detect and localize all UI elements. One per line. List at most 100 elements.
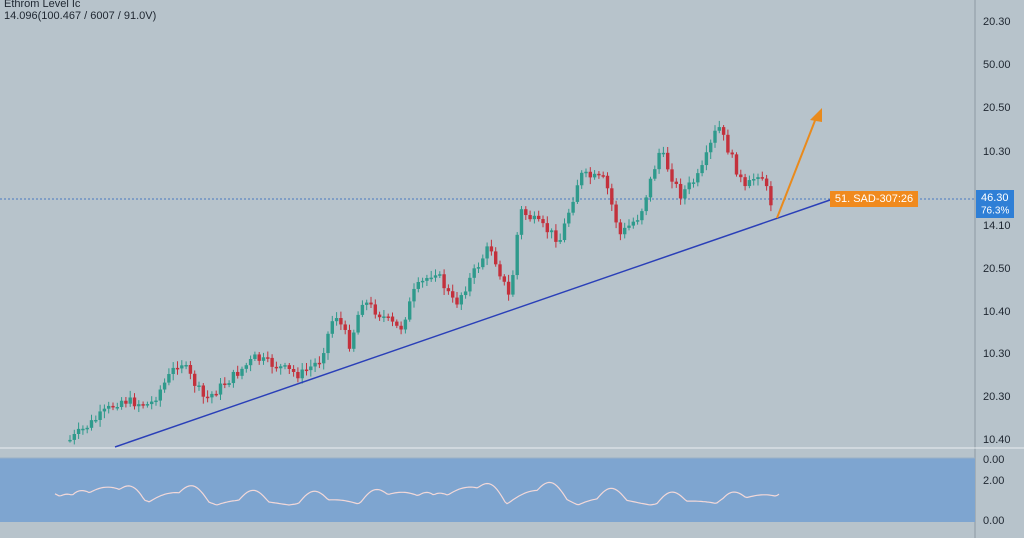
candle-body	[545, 223, 549, 233]
candle-body	[653, 169, 657, 179]
candle-body	[300, 369, 304, 379]
price-axis-label: 20.30	[983, 391, 1011, 403]
oscillator-axis-label: 0.00	[983, 515, 1004, 527]
chart-title: Ethrom Level Ic	[4, 0, 81, 10]
candle-body	[420, 280, 425, 283]
candle-body	[313, 362, 317, 367]
price-axis-label: 20.30	[983, 16, 1011, 28]
candle-body	[494, 251, 498, 265]
candle-body	[670, 169, 674, 182]
candle-body	[141, 404, 145, 406]
candle-body	[627, 225, 631, 228]
candle-body	[210, 393, 214, 398]
candle-body	[623, 227, 627, 235]
candle-body	[446, 288, 451, 292]
candle-body	[601, 175, 605, 177]
candle-body	[532, 215, 537, 220]
candle-body	[377, 314, 382, 318]
candle-body	[584, 171, 588, 174]
candle-body	[661, 152, 666, 155]
candle-body	[115, 407, 119, 409]
candle-body	[369, 302, 373, 305]
candle-body	[468, 277, 472, 292]
candle-body	[567, 212, 571, 224]
candle-body	[704, 152, 709, 166]
candle-body	[459, 295, 463, 305]
candle-body	[571, 201, 575, 213]
candle-body	[713, 130, 717, 143]
candle-body	[472, 268, 476, 278]
candle-body	[244, 365, 248, 369]
chart-subtitle: 14.096(100.467 / 6007 / 91.0V)	[4, 10, 156, 22]
candle-body	[752, 179, 756, 181]
candle-body	[485, 246, 489, 259]
candle-body	[588, 171, 592, 178]
candle-body	[171, 367, 175, 375]
candle-body	[326, 333, 330, 354]
candle-body	[700, 165, 704, 174]
candle-body	[425, 278, 429, 281]
candle-body	[648, 178, 653, 198]
candle-body	[339, 318, 343, 325]
candle-body	[184, 365, 188, 367]
candle-body	[128, 397, 132, 404]
price-axis-label: 14.10	[983, 220, 1011, 232]
candle-body	[291, 368, 296, 372]
candle-body	[476, 267, 481, 269]
candle-body	[674, 181, 678, 184]
candle-body	[309, 366, 313, 371]
candle-body	[537, 215, 541, 220]
candle-body	[283, 365, 287, 367]
candle-body	[150, 401, 154, 405]
candle-body	[519, 209, 524, 235]
candle-body	[541, 219, 545, 224]
candle-body	[696, 173, 700, 183]
arrow-line	[776, 117, 817, 219]
price-tag	[976, 190, 1014, 218]
price-axis-label: 20.50	[983, 102, 1011, 114]
price-axis-label: 10.40	[983, 434, 1011, 446]
candle-body	[360, 304, 365, 315]
candle-body	[356, 314, 360, 333]
candle-body	[743, 177, 747, 187]
candle-body	[592, 173, 597, 178]
candle-body	[489, 246, 494, 252]
candle-body	[279, 366, 283, 369]
candle-body	[769, 186, 773, 206]
candle-body	[709, 142, 713, 153]
candle-body	[644, 197, 648, 212]
candle-body	[618, 222, 623, 235]
oscillator-line	[54, 481, 780, 506]
candle-body	[365, 302, 369, 305]
candle-body	[730, 152, 734, 155]
candle-body	[756, 177, 760, 180]
candle-body	[175, 367, 180, 370]
candle-body	[683, 189, 687, 199]
candle-body	[158, 389, 162, 401]
candle-body	[188, 365, 193, 374]
oscillator-panel	[0, 458, 975, 522]
candle-body	[502, 276, 506, 282]
candle-body	[640, 211, 644, 221]
candle-body	[68, 439, 72, 442]
candle-body	[657, 152, 661, 170]
candle-body	[201, 385, 205, 397]
candle-body	[442, 274, 446, 289]
candle-body	[554, 230, 558, 242]
candle-body	[580, 172, 584, 186]
candle-body	[240, 368, 244, 376]
oscillator-axis-label: 0.00	[983, 454, 1004, 466]
candle-body	[89, 420, 94, 428]
price-axis-label: 20.50	[983, 263, 1011, 275]
candle-body	[330, 321, 334, 334]
candle-body	[691, 182, 696, 184]
candle-body	[511, 275, 515, 295]
candle-body	[154, 400, 158, 403]
price-axis-label: 50.00	[983, 59, 1011, 71]
candle-body	[678, 183, 683, 199]
candle-body	[197, 385, 201, 387]
candle-body	[180, 365, 184, 369]
candle-body	[227, 383, 231, 385]
candle-body	[451, 291, 455, 298]
price-change: 76.3%	[981, 206, 1009, 217]
